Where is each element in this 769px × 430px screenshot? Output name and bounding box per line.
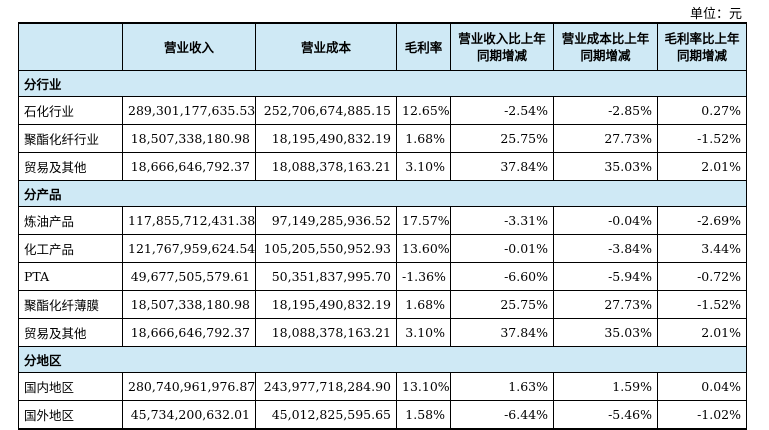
value-cell: 0.04% (657, 372, 747, 401)
row-label-cell: 炼油产品 (18, 206, 123, 235)
value-cell: 18,666,646,792.37 (122, 318, 256, 347)
section-title: 分地区 (18, 346, 747, 373)
header-cell: 营业收入 (122, 22, 256, 71)
value-cell: 27.73% (553, 290, 658, 319)
value-cell: 1.63% (450, 372, 554, 401)
table-row: 国内地区 280,740,961,976.87 243,977,718,284.90… (18, 372, 747, 401)
value-cell: -2.54% (450, 96, 554, 125)
value-cell: 18,088,378,163.21 (255, 318, 397, 347)
row-label-cell: 石化行业 (18, 96, 123, 125)
value-cell: -1.52% (657, 124, 747, 153)
value-cell: 1.58% (396, 400, 451, 430)
value-cell: 117,855,712,431.38 (122, 206, 256, 235)
row-label-cell: PTA (18, 262, 123, 291)
value-cell: 37.84% (450, 152, 554, 181)
value-cell: 3.10% (396, 152, 451, 181)
value-cell: 18,507,338,180.98 (122, 124, 256, 153)
value-cell: -2.85% (553, 96, 658, 125)
value-cell: 1.68% (396, 124, 451, 153)
value-cell: -5.46% (553, 400, 658, 430)
value-cell: 18,507,338,180.98 (122, 290, 256, 319)
value-cell: -6.60% (450, 262, 554, 291)
value-cell: 35.03% (553, 318, 658, 347)
row-label-cell: 聚酯化纤薄膜 (18, 290, 123, 319)
row-label-cell: 贸易及其他 (18, 152, 123, 181)
value-cell: -5.94% (553, 262, 658, 291)
header-row: 营业收入 营业成本 毛利率 营业收入比上年同期增减 营业成本比上年同期增减 毛利… (18, 22, 747, 71)
value-cell: 97,149,285,936.52 (255, 206, 397, 235)
value-cell: 1.59% (553, 372, 658, 401)
value-cell: -1.36% (396, 262, 451, 291)
table-row: 化工产品 121,767,959,624.54 105,205,550,952.93… (18, 234, 747, 263)
value-cell: 1.68% (396, 290, 451, 319)
section-title: 分行业 (18, 70, 747, 97)
financial-table: 营业收入 营业成本 毛利率 营业收入比上年同期增减 营业成本比上年同期增减 毛利… (18, 22, 747, 430)
value-cell: 13.10% (396, 372, 451, 401)
header-cell (18, 22, 123, 71)
value-cell: 3.44% (657, 234, 747, 263)
value-cell: -1.52% (657, 290, 747, 319)
value-cell: 243,977,718,284.90 (255, 372, 397, 401)
value-cell: 121,767,959,624.54 (122, 234, 256, 263)
table-row: PTA 49,677,505,579.61 50,351,837,995.70 -1.… (18, 262, 747, 291)
value-cell: 18,088,378,163.21 (255, 152, 397, 181)
table-row: 国外地区 45,734,200,632.01 45,012,825,595.65 1.… (18, 400, 747, 430)
value-cell: 45,012,825,595.65 (255, 400, 397, 430)
section-header-row: 分地区 (18, 346, 747, 373)
value-cell: 18,195,490,832.19 (255, 124, 397, 153)
value-cell: 45,734,200,632.01 (122, 400, 256, 430)
table-row: 炼油产品 117,855,712,431.38 97,149,285,936.52 1… (18, 206, 747, 235)
value-cell: 25.75% (450, 124, 554, 153)
value-cell: 37.84% (450, 318, 554, 347)
value-cell: 2.01% (657, 152, 747, 181)
table-body: 分行业 石化行业 289,301,177,635.53 252,706,674,885… (18, 70, 747, 430)
value-cell: -6.44% (450, 400, 554, 430)
header-cell: 营业成本 (255, 22, 397, 71)
value-cell: 13.60% (396, 234, 451, 263)
value-cell: 289,301,177,635.53 (122, 96, 256, 125)
row-label-cell: 国外地区 (18, 400, 123, 430)
value-cell: 49,677,505,579.61 (122, 262, 256, 291)
header-cell: 毛利率 (396, 22, 451, 71)
value-cell: -0.04% (553, 206, 658, 235)
value-cell: 3.10% (396, 318, 451, 347)
value-cell: 25.75% (450, 290, 554, 319)
value-cell: 0.27% (657, 96, 747, 125)
unit-label: 单位：元 (689, 7, 742, 22)
value-cell: -0.01% (450, 234, 554, 263)
value-cell: -0.72% (657, 262, 747, 291)
value-cell: 27.73% (553, 124, 658, 153)
value-cell: 2.01% (657, 318, 747, 347)
table-row: 石化行业 289,301,177,635.53 252,706,674,885.15… (18, 96, 747, 125)
row-label-cell: 贸易及其他 (18, 318, 123, 347)
value-cell: 17.57% (396, 206, 451, 235)
value-cell: 50,351,837,995.70 (255, 262, 397, 291)
header-cell: 毛利率比上年同期增减 (657, 22, 747, 71)
value-cell: -3.31% (450, 206, 554, 235)
row-label-cell: 国内地区 (18, 372, 123, 401)
value-cell: 280,740,961,976.87 (122, 372, 256, 401)
value-cell: 35.03% (553, 152, 658, 181)
value-cell: 252,706,674,885.15 (255, 96, 397, 125)
value-cell: 105,205,550,952.93 (255, 234, 397, 263)
section-title: 分产品 (18, 180, 747, 207)
row-label-cell: 聚酯化纤行业 (18, 124, 123, 153)
table-row: 聚酯化纤薄膜 18,507,338,180.98 18,195,490,832.19… (18, 290, 747, 319)
section-header-row: 分行业 (18, 70, 747, 97)
section-header-row: 分产品 (18, 180, 747, 207)
table-row: 聚酯化纤行业 18,507,338,180.98 18,195,490,832.19… (18, 124, 747, 153)
header-cell: 营业成本比上年同期增减 (553, 22, 658, 71)
value-cell: -2.69% (657, 206, 747, 235)
value-cell: -3.84% (553, 234, 658, 263)
value-cell: 12.65% (396, 96, 451, 125)
row-label-cell: 化工产品 (18, 234, 123, 263)
table-row: 贸易及其他 18,666,646,792.37 18,088,378,163.21 3… (18, 318, 747, 347)
value-cell: 18,666,646,792.37 (122, 152, 256, 181)
table-row: 贸易及其他 18,666,646,792.37 18,088,378,163.21 3… (18, 152, 747, 181)
header-cell: 营业收入比上年同期增减 (450, 22, 554, 71)
value-cell: -1.02% (657, 400, 747, 430)
value-cell: 18,195,490,832.19 (255, 290, 397, 319)
